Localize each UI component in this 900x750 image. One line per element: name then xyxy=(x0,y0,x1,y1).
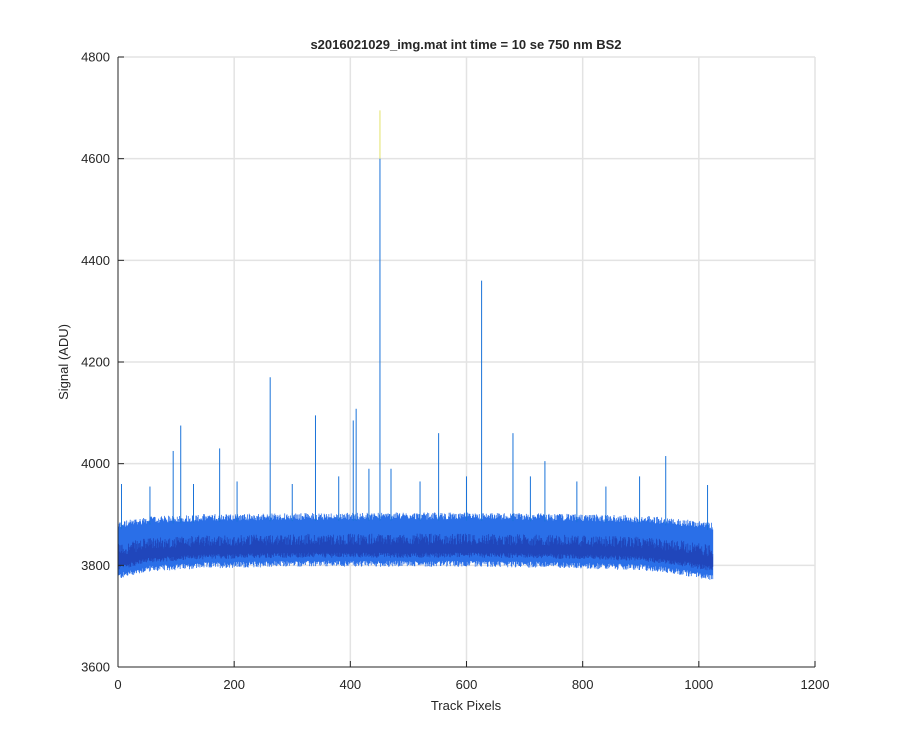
y-tick-label: 3600 xyxy=(81,660,110,675)
band-lower-trace xyxy=(118,533,714,571)
y-tick-label: 4400 xyxy=(81,253,110,268)
chart-title: s2016021029_img.mat int time = 10 se 750… xyxy=(310,37,621,52)
y-tick-label: 4000 xyxy=(81,456,110,471)
y-tick-label: 4600 xyxy=(81,151,110,166)
x-tick-label: 200 xyxy=(223,677,245,692)
y-tick-label: 3800 xyxy=(81,558,110,573)
y-tick-label: 4800 xyxy=(81,50,110,65)
signal-band xyxy=(118,512,714,580)
x-tick-label: 1000 xyxy=(684,677,713,692)
x-tick-label: 0 xyxy=(114,677,121,692)
y-axis-label: Signal (ADU) xyxy=(56,324,71,400)
x-tick-label: 800 xyxy=(572,677,594,692)
y-tick-label: 4200 xyxy=(81,355,110,370)
x-tick-label: 400 xyxy=(339,677,361,692)
x-tick-label: 600 xyxy=(456,677,478,692)
signal-spikes xyxy=(120,110,709,531)
x-tick-label: 1200 xyxy=(801,677,830,692)
x-axis-label: Track Pixels xyxy=(431,698,502,713)
ticks: 0 200 400 600 800 1000 1200 3600 3800 4000 4200 440… xyxy=(81,50,829,693)
